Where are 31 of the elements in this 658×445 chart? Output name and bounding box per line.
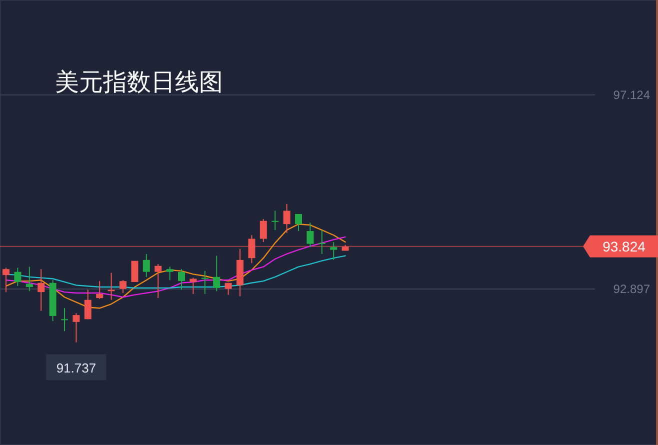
candlestick xyxy=(142,253,150,278)
candlestick xyxy=(318,230,326,254)
candlestick xyxy=(131,260,138,282)
candlestick xyxy=(272,210,279,231)
candlestick xyxy=(248,234,256,264)
candlestick xyxy=(201,270,208,294)
candlestick xyxy=(14,267,22,287)
y-tick-label: 92.897 xyxy=(613,282,650,296)
annotation: 91.737 xyxy=(56,360,96,376)
candlestick xyxy=(330,242,338,260)
candlestick xyxy=(213,255,220,292)
candlestick xyxy=(61,308,68,332)
line-series xyxy=(5,236,346,298)
candlestick xyxy=(190,277,197,294)
candlestick xyxy=(283,203,290,234)
candlestick xyxy=(178,268,185,290)
candlestick xyxy=(96,280,104,300)
candlestick xyxy=(306,222,314,248)
ref-line-label: 93.824 xyxy=(602,238,646,254)
candlestick xyxy=(166,266,174,281)
candlestick xyxy=(120,280,126,294)
text: 美元指数日线图 xyxy=(55,69,223,96)
candlestick xyxy=(26,266,33,292)
candlestick xyxy=(154,264,162,299)
candlestick xyxy=(295,214,302,232)
candlestick xyxy=(38,268,45,312)
candlestick xyxy=(2,267,10,293)
y-tick-label: 97.124 xyxy=(613,88,650,102)
candlestick xyxy=(84,289,92,320)
candlestick xyxy=(260,218,267,243)
candlestick xyxy=(72,312,80,343)
